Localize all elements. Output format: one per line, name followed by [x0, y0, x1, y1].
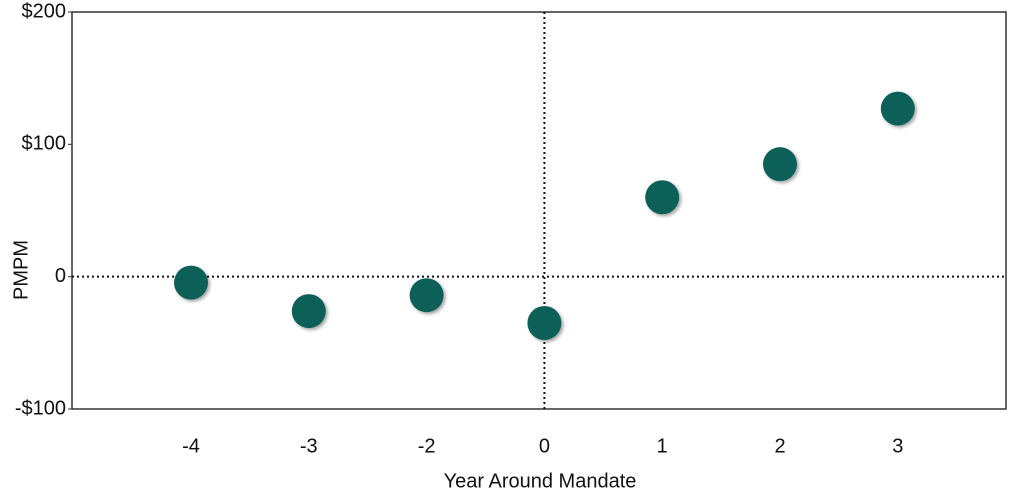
x-tick-label: -3: [300, 435, 318, 457]
point-estimate: [291, 294, 326, 329]
point-estimate: [645, 180, 680, 215]
y-tick-label: $200: [22, 0, 67, 22]
x-tick-label: -4: [182, 435, 200, 457]
y-tick-label: -$100: [15, 397, 66, 419]
point-estimate: [174, 265, 208, 300]
y-tick-label: $100: [22, 133, 67, 155]
x-tick-label: 0: [539, 435, 550, 457]
plot-frame: [71, 11, 1007, 410]
x-axis-label: Year Around Mandate: [444, 470, 637, 492]
x-tick-label: 2: [774, 435, 785, 457]
x-tick-label: 3: [892, 435, 903, 457]
point-estimate: [763, 147, 797, 182]
y-axis-label: PMPM: [10, 240, 32, 300]
y-tick-label: 0: [55, 265, 66, 287]
x-tick-label: -2: [418, 435, 436, 457]
point-estimate: [409, 278, 444, 313]
x-tick-label: 1: [657, 435, 668, 457]
point-estimate: [880, 91, 915, 126]
point-estimate: [527, 305, 562, 340]
